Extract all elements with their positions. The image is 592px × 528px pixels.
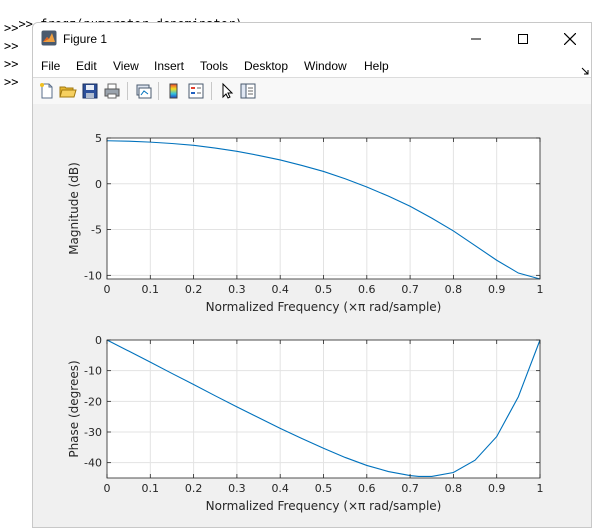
link-plot-icon[interactable] xyxy=(134,82,152,100)
toolbar-separator xyxy=(158,82,159,100)
property-inspector-icon[interactable] xyxy=(239,82,257,100)
console-prompt-1: >> xyxy=(4,21,19,35)
magnitude-y-tick-label: -10 xyxy=(84,269,102,282)
magnitude-x-tick-label: 0.7 xyxy=(401,283,419,296)
magnitude-x-tick-label: 0.6 xyxy=(358,283,376,296)
phase-y-tick-label: -10 xyxy=(84,365,102,378)
magnitude-x-tick-label: 0.2 xyxy=(185,283,203,296)
frequency-response-plots: 0 0.1 0.2 0.3 0.4 0.5 0.6 0.7 0.8 0.9 1 5 0 -5 -10 Norm… xyxy=(67,132,544,513)
menu-window[interactable]: Window xyxy=(304,59,347,73)
phase-x-tick-label: 0.7 xyxy=(401,482,419,495)
magnitude-x-tick-label: 0.1 xyxy=(142,283,160,296)
minimize-icon xyxy=(471,38,481,40)
pointer-icon[interactable] xyxy=(218,82,236,100)
magnitude-x-tick-label: 0.3 xyxy=(228,283,246,296)
phase-x-tick-label: 0.5 xyxy=(315,482,333,495)
menu-desktop[interactable]: Desktop xyxy=(244,59,289,73)
console-command-line: >> freqz(numerator,denominator) xyxy=(4,3,242,31)
title-bar[interactable]: Figure 1 xyxy=(33,23,591,55)
toolbar xyxy=(33,77,591,105)
menu-view[interactable]: View xyxy=(113,59,139,73)
magnitude-x-tick-label: 0.9 xyxy=(488,283,506,296)
magnitude-x-tick-label: 0.5 xyxy=(315,283,333,296)
minimize-button[interactable] xyxy=(453,23,499,55)
phase-y-axis-label: Phase (degrees) xyxy=(67,360,81,457)
phase-x-tick-label: 0.9 xyxy=(488,482,506,495)
console-prompt-4: >> xyxy=(4,75,19,89)
phase-x-tick-label: 1 xyxy=(537,482,544,495)
phase-x-tick-label: 0.2 xyxy=(185,482,203,495)
console-prompt-2: >> xyxy=(4,39,19,53)
dock-arrow-icon[interactable] xyxy=(581,60,589,79)
phase-x-tick-label: 0 xyxy=(104,482,111,495)
phase-y-tick-label: -40 xyxy=(84,457,102,470)
menu-file[interactable]: File xyxy=(41,59,61,73)
close-button[interactable] xyxy=(547,23,591,55)
matlab-logo-icon xyxy=(41,30,57,46)
phase-x-tick-label: 0.6 xyxy=(358,482,376,495)
legend-icon[interactable] xyxy=(187,82,205,100)
window-title: Figure 1 xyxy=(63,32,108,46)
magnitude-x-tick-label: 0.4 xyxy=(271,283,289,296)
phase-y-tick-label: -20 xyxy=(84,395,102,408)
maximize-icon xyxy=(518,34,528,44)
phase-x-axis-label: Normalized Frequency (×π rad/sample) xyxy=(206,499,442,513)
magnitude-x-tick-label: 0 xyxy=(104,283,111,296)
new-figure-icon[interactable] xyxy=(38,82,56,100)
phase-response-line xyxy=(106,339,541,478)
colorbar-icon[interactable] xyxy=(165,82,183,100)
phase-x-tick-label: 0.4 xyxy=(271,482,289,495)
phase-y-tick-label: 0 xyxy=(95,334,102,347)
toolbar-separator xyxy=(211,82,212,100)
phase-x-tick-label: 0.3 xyxy=(228,482,246,495)
maximize-button[interactable] xyxy=(500,23,546,55)
menu-insert[interactable]: Insert xyxy=(154,59,185,73)
toolbar-separator xyxy=(127,82,128,100)
magnitude-y-tick-label: 0 xyxy=(95,178,102,191)
save-icon[interactable] xyxy=(81,82,99,100)
menu-tools[interactable]: Tools xyxy=(200,59,229,73)
magnitude-y-tick-label: 5 xyxy=(95,132,102,145)
plot-area: 0 0.1 0.2 0.3 0.4 0.5 0.6 0.7 0.8 0.9 1 5 0 -5 -10 Norm… xyxy=(33,104,591,527)
phase-y-tick-label: -30 xyxy=(84,426,102,439)
console-prompt: >> xyxy=(18,17,33,31)
magnitude-response-line xyxy=(106,140,541,280)
menu-help[interactable]: Help xyxy=(364,59,389,73)
phase-x-tick-label: 0.1 xyxy=(142,482,160,495)
figure-window: Figure 1 File Edit View Insert Tools Des… xyxy=(32,22,592,528)
magnitude-y-axis-label: Magnitude (dB) xyxy=(67,162,81,255)
magnitude-y-tick-label: -5 xyxy=(91,224,102,237)
magnitude-x-axis-label: Normalized Frequency (×π rad/sample) xyxy=(206,300,442,314)
phase-x-tick-label: 0.8 xyxy=(445,482,463,495)
menu-bar: File Edit View Insert Tools Desktop Wind… xyxy=(33,55,591,77)
magnitude-x-tick-label: 1 xyxy=(537,283,544,296)
console-prompt-3: >> xyxy=(4,57,19,71)
open-file-icon[interactable] xyxy=(59,82,77,100)
menu-edit[interactable]: Edit xyxy=(76,59,97,73)
close-icon xyxy=(564,33,576,45)
magnitude-x-tick-label: 0.8 xyxy=(445,283,463,296)
print-icon[interactable] xyxy=(103,82,121,100)
